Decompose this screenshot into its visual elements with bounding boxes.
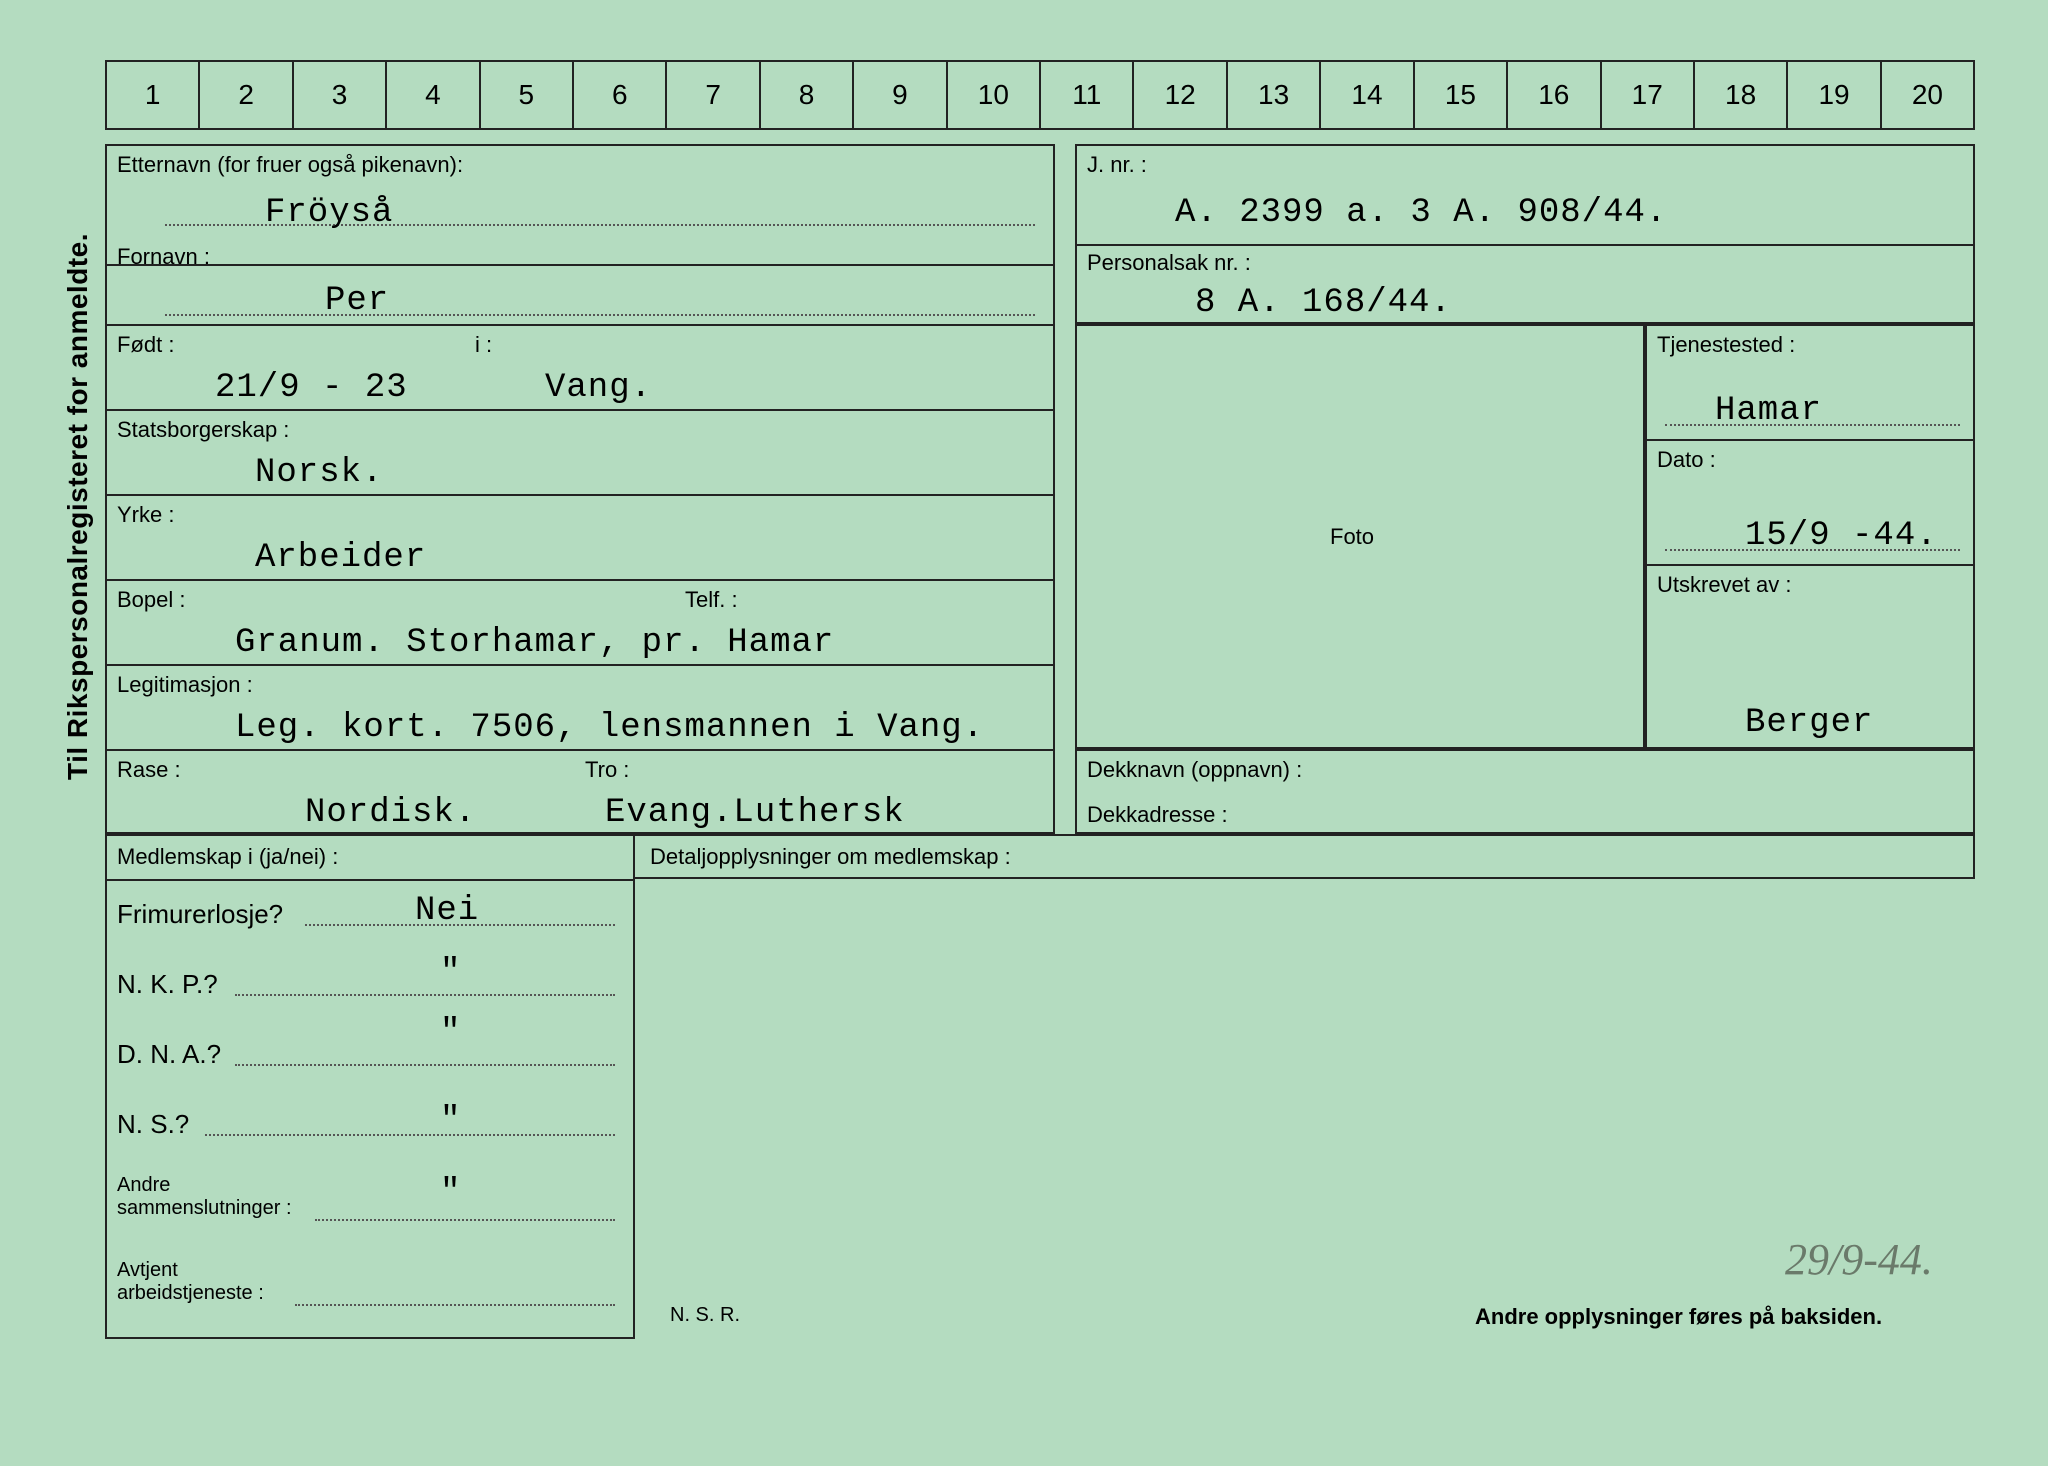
value-dna: " bbox=[440, 1014, 461, 1052]
ruler-cell: 13 bbox=[1228, 62, 1321, 128]
label-medlemskap: Medlemskap i (ja/nei) : bbox=[117, 844, 338, 870]
label-frimurerlosje: Frimurerlosje? bbox=[117, 899, 283, 930]
label-detaljopplysninger: Detaljopplysninger om medlemskap : bbox=[650, 844, 1011, 870]
value-utskrevet: Berger bbox=[1745, 704, 1873, 742]
ruler-cell: 14 bbox=[1321, 62, 1414, 128]
label-dna: D. N. A.? bbox=[117, 1039, 221, 1070]
label-bopel: Bopel : bbox=[117, 587, 186, 613]
label-tjenestested: Tjenestested : bbox=[1657, 332, 1795, 358]
number-ruler: 1 2 3 4 5 6 7 8 9 10 11 12 13 14 15 16 1… bbox=[105, 60, 1975, 130]
ruler-cell: 15 bbox=[1415, 62, 1508, 128]
value-ns: " bbox=[440, 1102, 461, 1140]
label-i: i : bbox=[475, 332, 492, 358]
ruler-cell: 17 bbox=[1602, 62, 1695, 128]
ruler-cell: 3 bbox=[294, 62, 387, 128]
value-bopel: Granum. Storhamar, pr. Hamar bbox=[235, 624, 834, 662]
ruler-cell: 11 bbox=[1041, 62, 1134, 128]
ruler-cell: 9 bbox=[854, 62, 947, 128]
ruler-cell: 8 bbox=[761, 62, 854, 128]
value-nkp: " bbox=[440, 954, 461, 992]
value-legitimasjon: Leg. kort. 7506, lensmannen i Vang. bbox=[235, 709, 984, 747]
value-jnr: A. 2399 a. 3 A. 908/44. bbox=[1175, 194, 1667, 232]
label-dekkadresse: Dekkadresse : bbox=[1087, 802, 1228, 828]
label-ns: N. S.? bbox=[117, 1109, 189, 1140]
label-personalsak: Personalsak nr. : bbox=[1087, 250, 1251, 276]
value-yrke: Arbeider bbox=[255, 539, 426, 577]
label-legitimasjon: Legitimasjon : bbox=[117, 672, 253, 698]
ruler-cell: 4 bbox=[387, 62, 480, 128]
ruler-cell: 16 bbox=[1508, 62, 1601, 128]
value-andre-samm: " bbox=[440, 1174, 461, 1212]
label-etternavn: Etternavn (for fruer også pikenavn): bbox=[117, 152, 463, 178]
value-statsborgerskap: Norsk. bbox=[255, 454, 383, 492]
ruler-cell: 7 bbox=[667, 62, 760, 128]
label-rase: Rase : bbox=[117, 757, 181, 783]
value-dato: 15/9 -44. bbox=[1745, 517, 1938, 555]
ruler-cell: 6 bbox=[574, 62, 667, 128]
sidebar-title: Til Rikspersonalregisteret for anmeldte. bbox=[62, 233, 94, 780]
label-dato: Dato : bbox=[1657, 447, 1716, 473]
label-statsborgerskap: Statsborgerskap : bbox=[117, 417, 289, 443]
label-foto: Foto bbox=[1330, 524, 1374, 550]
label-nsr: N. S. R. bbox=[670, 1304, 740, 1327]
value-rase: Nordisk. bbox=[305, 794, 476, 832]
value-tjenestested: Hamar bbox=[1715, 392, 1822, 430]
value-tro: Evang.Luthersk bbox=[605, 794, 905, 832]
value-etternavn: Fröyså bbox=[265, 194, 393, 232]
label-telf: Telf. : bbox=[685, 587, 738, 613]
label-nkp: N. K. P.? bbox=[117, 969, 218, 1000]
ruler-cell: 10 bbox=[948, 62, 1041, 128]
ruler-cell: 19 bbox=[1788, 62, 1881, 128]
label-jnr: J. nr. : bbox=[1087, 152, 1147, 178]
ruler-cell: 5 bbox=[481, 62, 574, 128]
ruler-cell: 2 bbox=[200, 62, 293, 128]
label-andre-samm: Andre sammenslutninger : bbox=[117, 1174, 292, 1220]
value-frimurerlosje: Nei bbox=[415, 892, 479, 930]
label-tro: Tro : bbox=[585, 757, 629, 783]
handwritten-note: 29/9-44. bbox=[1785, 1234, 1933, 1285]
label-utskrevet: Utskrevet av : bbox=[1657, 572, 1791, 598]
value-fodt-i: Vang. bbox=[545, 369, 652, 407]
value-fodt: 21/9 - 23 bbox=[215, 369, 408, 407]
value-fornavn: Per bbox=[325, 282, 389, 320]
label-avtjent: Avtjent arbeidstjeneste : bbox=[117, 1259, 264, 1305]
label-dekknavn: Dekknavn (oppnavn) : bbox=[1087, 757, 1302, 783]
ruler-cell: 18 bbox=[1695, 62, 1788, 128]
value-personalsak: 8 A. 168/44. bbox=[1195, 284, 1452, 322]
label-fodt: Født : bbox=[117, 332, 174, 358]
ruler-cell: 1 bbox=[107, 62, 200, 128]
footer-right: Andre opplysninger føres på baksiden. bbox=[1475, 1304, 1882, 1330]
label-yrke: Yrke : bbox=[117, 502, 174, 528]
ruler-cell: 20 bbox=[1882, 62, 1973, 128]
ruler-cell: 12 bbox=[1134, 62, 1227, 128]
